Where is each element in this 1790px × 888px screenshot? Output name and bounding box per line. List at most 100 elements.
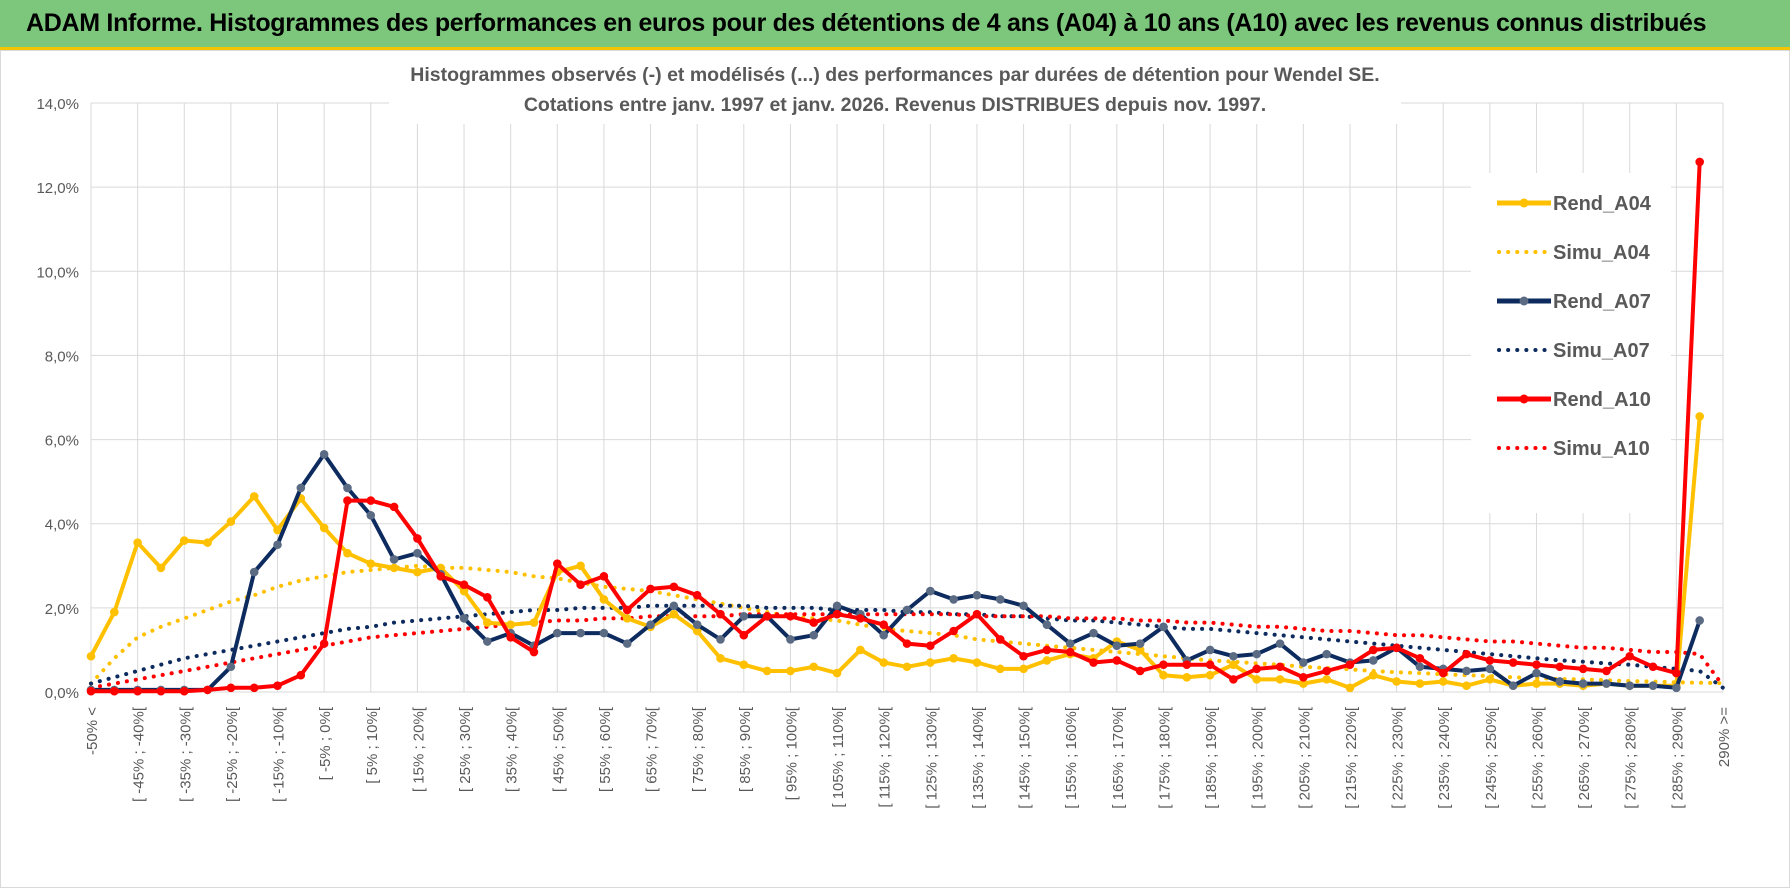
data-point bbox=[1415, 654, 1425, 663]
page-title: ADAM Informe. Histogrammes des performan… bbox=[26, 9, 1707, 37]
data-point bbox=[1695, 616, 1704, 625]
data-point bbox=[1578, 679, 1588, 688]
data-point bbox=[856, 645, 865, 655]
data-point bbox=[1112, 641, 1122, 651]
data-point bbox=[366, 559, 376, 568]
data-point bbox=[179, 536, 189, 545]
data-point bbox=[1532, 668, 1541, 678]
data-point bbox=[483, 593, 492, 602]
data-point bbox=[1555, 662, 1565, 672]
data-point bbox=[1159, 660, 1168, 669]
data-point bbox=[529, 647, 539, 657]
data-point bbox=[622, 614, 632, 623]
data-point bbox=[1485, 675, 1495, 684]
data-point bbox=[1625, 651, 1635, 661]
legend-label: Simu_A07 bbox=[1553, 340, 1650, 362]
data-point bbox=[995, 595, 1005, 604]
data-point bbox=[786, 635, 795, 644]
x-tick-label: [ 235% ; 240%[ bbox=[1436, 706, 1453, 809]
data-point bbox=[716, 609, 725, 619]
data-point bbox=[622, 639, 632, 648]
x-tick-label: [ -5% ; 0%[ bbox=[317, 706, 334, 780]
data-point bbox=[506, 620, 515, 629]
data-point bbox=[1368, 670, 1378, 680]
data-point bbox=[669, 609, 679, 619]
x-tick-label: [ 5% ; 10%[ bbox=[364, 706, 381, 784]
data-point bbox=[1322, 675, 1331, 684]
data-point bbox=[1625, 681, 1635, 690]
legend-item-simu-a04: Simu_A04 bbox=[1497, 242, 1651, 264]
x-tick-label: [ 205% ; 210%[ bbox=[1296, 706, 1313, 809]
data-point bbox=[739, 611, 749, 621]
data-point bbox=[1042, 656, 1052, 665]
x-tick-label: [ 125% ; 130%[ bbox=[923, 706, 940, 809]
data-point bbox=[179, 686, 189, 696]
series-rend-a04 bbox=[86, 412, 1704, 693]
x-tick-label: [ 45% ; 50%[ bbox=[550, 706, 567, 792]
data-point bbox=[1042, 645, 1052, 655]
data-point bbox=[319, 523, 329, 533]
data-point bbox=[156, 563, 166, 573]
data-point bbox=[1159, 622, 1168, 632]
data-point bbox=[692, 590, 702, 600]
x-tick-label: [ 285% ; 290%[ bbox=[1669, 706, 1686, 809]
data-point bbox=[1182, 672, 1192, 682]
data-point bbox=[1602, 666, 1611, 676]
data-point bbox=[1275, 662, 1285, 672]
data-point bbox=[716, 654, 725, 663]
y-tick-label: 14,0% bbox=[36, 96, 79, 113]
data-point bbox=[1019, 601, 1028, 611]
x-tick-label: [ 95% ; 100%[ bbox=[783, 706, 800, 800]
data-point bbox=[1578, 664, 1588, 674]
data-point bbox=[832, 609, 842, 619]
data-point bbox=[1345, 660, 1355, 669]
legend-item-simu-a10: Simu_A10 bbox=[1497, 438, 1650, 460]
x-tick-label: [ -45% ; -40%[ bbox=[131, 706, 148, 802]
x-tick-label: [ 145% ; 150%[ bbox=[1017, 706, 1034, 809]
data-point bbox=[1438, 677, 1448, 686]
data-point bbox=[389, 555, 399, 564]
data-point bbox=[389, 502, 399, 512]
data-point bbox=[1229, 660, 1238, 669]
legend-label: Simu_A10 bbox=[1553, 438, 1650, 460]
x-tick-label: [ 165% ; 170%[ bbox=[1110, 706, 1127, 809]
x-tick-label: [ 105% ; 110%[ bbox=[830, 706, 847, 807]
data-point bbox=[389, 563, 399, 573]
data-point bbox=[879, 620, 888, 629]
series-line bbox=[91, 452, 1702, 692]
data-point bbox=[1648, 662, 1658, 672]
data-point bbox=[1182, 660, 1192, 669]
series-line bbox=[91, 161, 1702, 694]
data-point bbox=[249, 683, 259, 693]
data-point bbox=[692, 620, 702, 629]
data-point bbox=[226, 662, 236, 672]
data-point bbox=[483, 637, 492, 646]
series-line bbox=[89, 416, 1702, 690]
data-point bbox=[1089, 658, 1098, 667]
data-point bbox=[1485, 664, 1495, 674]
data-point bbox=[1135, 666, 1145, 676]
data-point bbox=[1205, 670, 1215, 680]
x-tick-label: [ 75% ; 80%[ bbox=[690, 706, 707, 792]
data-point bbox=[926, 641, 935, 651]
data-point bbox=[413, 567, 422, 577]
data-point bbox=[1532, 679, 1541, 688]
data-point bbox=[343, 496, 352, 505]
x-tick-label: -50% < bbox=[84, 707, 101, 755]
data-point bbox=[1345, 683, 1355, 693]
data-point bbox=[1275, 639, 1285, 648]
series-line bbox=[89, 563, 1725, 686]
data-point bbox=[296, 670, 306, 680]
data-point bbox=[1019, 651, 1028, 661]
legend-label: Rend_A10 bbox=[1553, 389, 1651, 411]
chart-frame: 0,0% 2,0% 4,0% 6,0% 8,0% 10,0% 12,0% 14,0% -50% … bbox=[0, 50, 1790, 888]
series-simu-a04 bbox=[89, 563, 1725, 686]
legend-label: Rend_A07 bbox=[1553, 291, 1651, 313]
legend-label: Rend_A04 bbox=[1553, 193, 1652, 215]
data-point bbox=[249, 492, 259, 501]
data-point bbox=[972, 609, 982, 619]
chart-title-bg bbox=[389, 56, 1401, 124]
data-point bbox=[156, 686, 166, 696]
data-point bbox=[879, 630, 888, 640]
data-point bbox=[646, 620, 655, 629]
